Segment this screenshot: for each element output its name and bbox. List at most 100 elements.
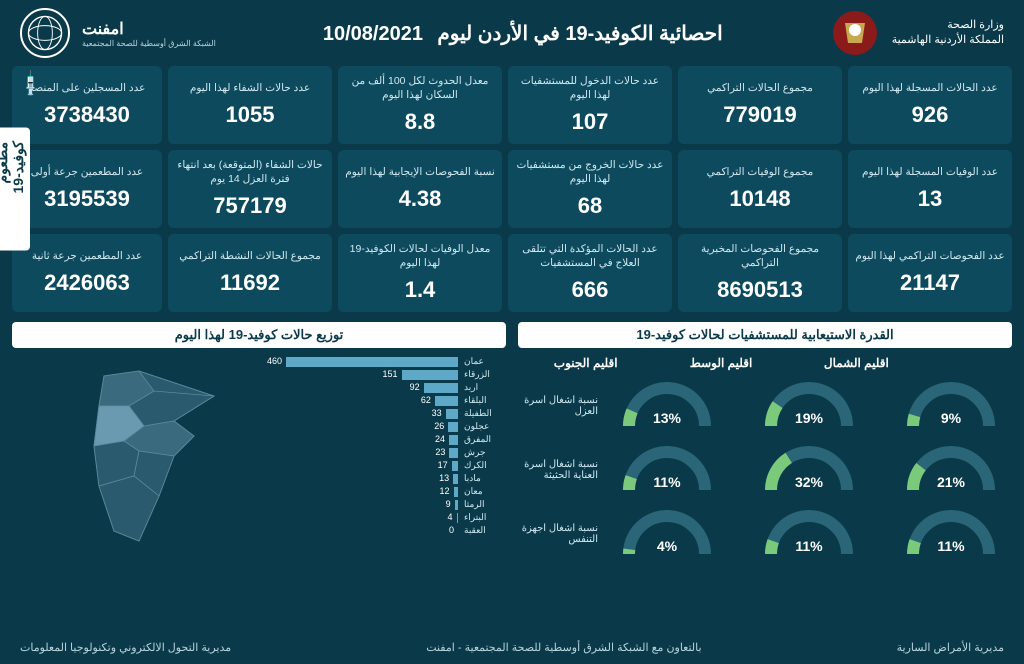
distribution-panel: توزيع حالات كوفيد-19 لهذا اليوم عمان 460…: [12, 322, 506, 568]
bar-label: الطفيلة: [464, 408, 506, 419]
stat-card: عدد الحالات المؤكدة التي تتلقى العلاج في…: [508, 234, 672, 312]
region-header: اقليم الوسط: [671, 356, 771, 370]
bar-row: العقبة 0: [286, 525, 506, 536]
distribution-bars: عمان 460 الزرقاء 151 اربد 92 البلقاء 62 …: [286, 356, 506, 556]
bar-fill: [402, 370, 458, 380]
gauge-percent: 32%: [759, 474, 859, 490]
bar-row: الرمثا 9: [286, 499, 506, 510]
bar-value: 92: [410, 382, 420, 392]
bar-value: 13: [439, 473, 449, 483]
footer-right: مديرية الأمراض السارية: [897, 641, 1004, 654]
bar-track: 460: [286, 357, 458, 367]
bar-row: معان 12: [286, 486, 506, 497]
bar-fill: [452, 461, 458, 471]
bar-label: معان: [464, 486, 506, 497]
bar-value: 12: [440, 486, 450, 496]
stat-value: 68: [514, 193, 666, 219]
bar-label: مادبا: [464, 473, 506, 484]
gauge: 32%: [759, 440, 859, 500]
stat-value: 4.38: [344, 186, 496, 212]
capacity-title: القدرة الاستيعابية للمستشفيات لحالات كوف…: [518, 322, 1012, 348]
stat-label: نسبة الفحوصات الإيجابية لهذا اليوم: [344, 166, 496, 180]
region-header: اقليم الشمال: [806, 356, 906, 370]
bar-value: 17: [438, 460, 448, 470]
bar-row: مادبا 13: [286, 473, 506, 484]
gauge-rows: 9% 19% 13%نسبة اشغال اسرة العزل 21% 32% …: [518, 376, 1012, 564]
bar-value: 23: [435, 447, 445, 457]
ministry-line2: المملكة الأردنية الهاشمية: [892, 33, 1004, 48]
stat-card: عدد الفحوصات التراكمي لهذا اليوم21147: [848, 234, 1012, 312]
main-title: احصائية الكوفيد-19 في الأردن ليوم: [437, 23, 722, 45]
stat-value: 8690513: [684, 277, 836, 303]
bar-label: عجلون: [464, 421, 506, 432]
bar-track: 4: [286, 513, 458, 523]
gauge: 11%: [901, 504, 1001, 564]
header-network-block: امفنت الشبكة الشرق أوسطية للصحة المجتمعي…: [20, 8, 216, 58]
bar-row: الزرقاء 151: [286, 369, 506, 380]
network-name: امفنت: [82, 19, 216, 39]
stat-value: 10148: [684, 186, 836, 212]
stat-card: مجموع الفحوصات المخبرية التراكمي 8690513: [678, 234, 842, 312]
bar-track: 24: [286, 435, 458, 445]
vaccine-label: عدد المطعمين جرعة ثانية: [18, 250, 156, 264]
emphnet-logo-icon: [20, 8, 70, 58]
stat-label: معدل الحدوث لكل 100 ألف من السكان لهذا ا…: [344, 75, 496, 102]
bar-value: 62: [421, 395, 431, 405]
region-header: اقليم الجنوب: [536, 356, 636, 370]
stat-value: 926: [854, 102, 1006, 128]
stat-label: مجموع الفحوصات المخبرية التراكمي: [684, 243, 836, 270]
network-sub: الشبكة الشرق أوسطية للصحة المجتمعية: [82, 39, 216, 48]
gauge-percent: 21%: [901, 474, 1001, 490]
stat-card: مجموع الحالات التراكمي779019: [678, 66, 842, 144]
bar-label: الزرقاء: [464, 369, 506, 380]
stat-label: مجموع الحالات النشطة التراكمي: [174, 250, 326, 264]
bar-value: 151: [383, 369, 398, 379]
bar-fill: [455, 500, 458, 510]
bar-track: 13: [286, 474, 458, 484]
bar-row: جرش 23: [286, 447, 506, 458]
jordan-map: [12, 356, 276, 556]
gauge-row-label: نسبة اشغال اسرة العناية الحثيثة: [518, 459, 598, 481]
bar-row: اربد 92: [286, 382, 506, 393]
gauge-percent: 11%: [901, 538, 1001, 554]
stat-label: عدد حالات الدخول للمستشفيات لهذا اليوم: [514, 75, 666, 102]
bar-track: 17: [286, 461, 458, 471]
bar-row: البتراء 4: [286, 512, 506, 523]
gauge-percent: 19%: [759, 410, 859, 426]
ministry-line1: وزارة الصحة: [892, 18, 1004, 33]
bar-track: 12: [286, 487, 458, 497]
bar-label: الرمثا: [464, 499, 506, 510]
stat-label: عدد الفحوصات التراكمي لهذا اليوم: [854, 250, 1006, 264]
vaccine-card: عدد المطعمين جرعة ثانية2426063: [12, 234, 162, 312]
gauge: 11%: [617, 440, 717, 500]
bar-label: جرش: [464, 447, 506, 458]
bar-track: 92: [286, 383, 458, 393]
bar-row: الكرك 17: [286, 460, 506, 471]
gauge-percent: 11%: [617, 474, 717, 490]
vaccine-value: 3738430: [18, 102, 156, 128]
bar-label: العقبة: [464, 525, 506, 536]
bar-label: المفرق: [464, 434, 506, 445]
bar-track: 62: [286, 396, 458, 406]
gauge-row-label: نسبة اشغال اجهزة التنفس: [518, 523, 598, 545]
gauge: 21%: [901, 440, 1001, 500]
stat-value: 11692: [174, 270, 326, 296]
header: وزارة الصحة المملكة الأردنية الهاشمية اح…: [0, 0, 1024, 66]
stat-label: حالات الشفاء (المتوقعة) بعد انتهاء فترة …: [174, 159, 326, 186]
bottom-panels: القدرة الاستيعابية للمستشفيات لحالات كوف…: [0, 312, 1024, 568]
stat-card: عدد الحالات المسجلة لهذا اليوم926: [848, 66, 1012, 144]
gauge-row: 11% 11% 4%نسبة اشغال اجهزة التنفس: [518, 504, 1012, 564]
footer-left: مديرية التحول الالكتروني وتكنولوجيا المع…: [20, 641, 231, 654]
stat-label: معدل الوفيات لحالات الكوفيد-19 لهذا اليو…: [344, 243, 496, 270]
stat-card: مجموع الوفيات التراكمي10148: [678, 150, 842, 228]
stat-label: عدد حالات الشفاء لهذا اليوم: [174, 82, 326, 96]
stat-card: مجموع الحالات النشطة التراكمي 11692: [168, 234, 332, 312]
bar-value: 0: [449, 525, 454, 535]
vaccine-value: 3195539: [18, 186, 156, 212]
bar-row: عمان 460: [286, 356, 506, 367]
bar-fill: [286, 357, 458, 367]
stat-label: عدد حالات الخروج من مستشفيات لهذا اليوم: [514, 159, 666, 186]
bar-label: البتراء: [464, 512, 506, 523]
stat-card: عدد حالات الدخول للمستشفيات لهذا اليوم10…: [508, 66, 672, 144]
vaccine-column: مطعوم كوفيد-19 💉 عدد المسجلين على المنصة…: [12, 66, 162, 312]
